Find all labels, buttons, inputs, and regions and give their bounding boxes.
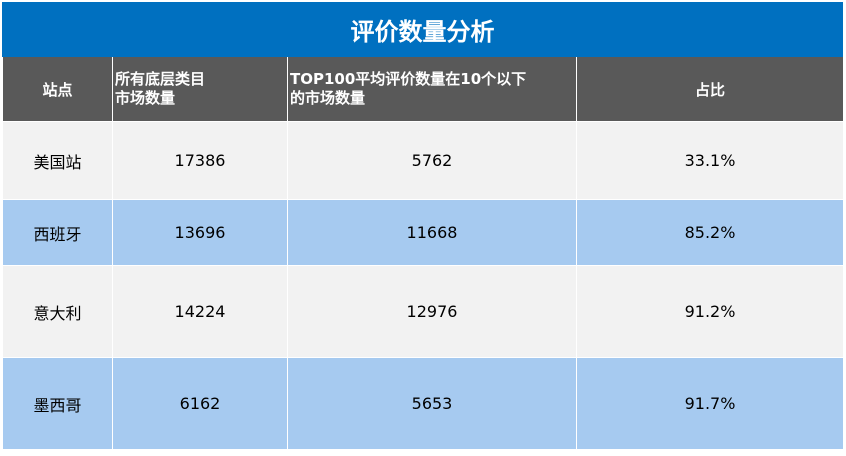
header-text: 占比 <box>694 80 725 99</box>
header-text: 站点 <box>42 80 73 99</box>
table-cell: 11668 <box>287 199 577 266</box>
table-cell: 13696 <box>112 199 288 266</box>
header-text: 市场数量 <box>115 89 176 107</box>
table-cell: 33.1% <box>576 121 844 200</box>
table-cell: 12976 <box>287 265 577 358</box>
table-body: 美国站 17386 5762 33.1% 西班牙 13696 11668 85.2% 意大利 14… <box>2 121 844 450</box>
header-text: 的市场数量 <box>290 89 366 107</box>
table-cell: 17386 <box>112 121 288 200</box>
header-cell: TOP100平均评价数量在10个以下 的市场数量 <box>287 57 577 122</box>
table-cell: 6162 <box>112 357 288 450</box>
table-row: 意大利 14224 12976 91.2% <box>2 265 844 358</box>
table-cell: 美国站 <box>2 121 113 200</box>
table-cell: 91.2% <box>576 265 844 358</box>
header-cell: 所有底层类目 市场数量 <box>112 57 288 122</box>
header-row: 站点 所有底层类目 市场数量 TOP100平均评价数量在10个以下 的市场数量 占比 <box>2 57 844 122</box>
header-text: 所有底层类目 <box>115 70 206 88</box>
header-cell: 占比 <box>576 57 844 122</box>
table-row: 墨西哥 6162 5653 91.7% <box>2 357 844 450</box>
table-cell: 85.2% <box>576 199 844 266</box>
table-cell: 5762 <box>287 121 577 200</box>
table: 站点 所有底层类目 市场数量 TOP100平均评价数量在10个以下 的市场数量 占比 美国… <box>2 57 844 450</box>
table-row: 西班牙 13696 11668 85.2% <box>2 199 844 266</box>
table-row: 美国站 17386 5762 33.1% <box>2 121 844 200</box>
title: 评价数量分析 <box>2 2 843 57</box>
header-cell: 站点 <box>2 57 113 122</box>
table-cell: 西班牙 <box>2 199 113 266</box>
table-cell: 意大利 <box>2 265 113 358</box>
table-cell: 墨西哥 <box>2 357 113 450</box>
table-cell: 91.7% <box>576 357 844 450</box>
table-cell: 5653 <box>287 357 577 450</box>
table-cell: 14224 <box>112 265 288 358</box>
header-text: TOP100平均评价数量在10个以下 <box>290 70 527 88</box>
